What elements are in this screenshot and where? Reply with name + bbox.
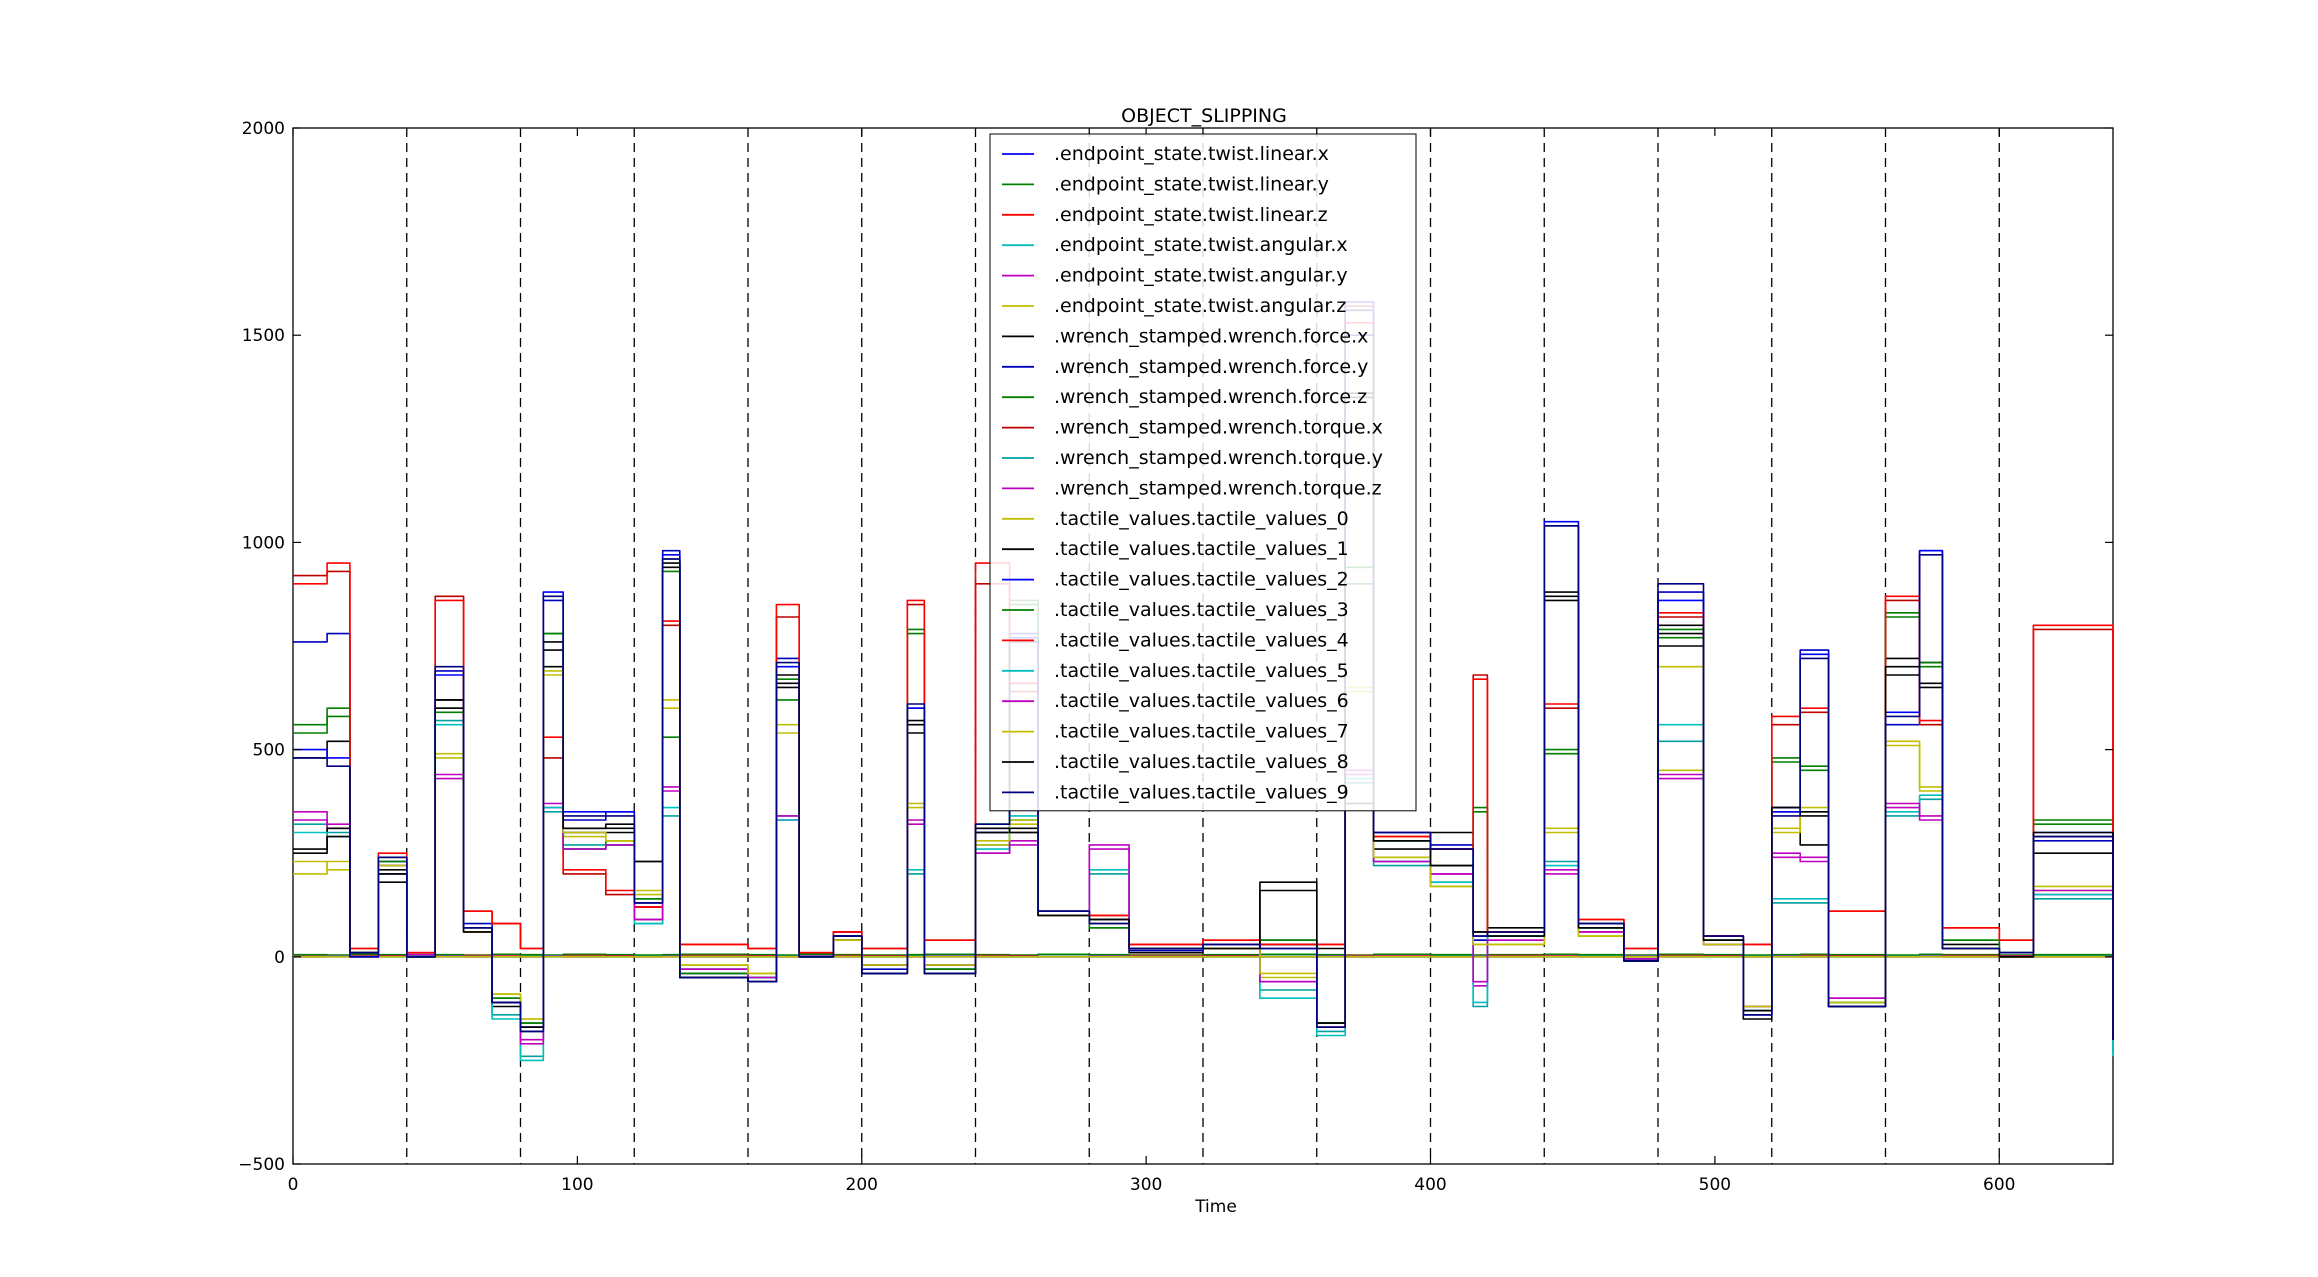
y-axis-ticks: −500 0 500 1000 1500 2000	[238, 119, 2113, 1175]
legend-entry-label: .endpoint_state.twist.linear.z	[1054, 204, 1328, 226]
legend: .endpoint_state.twist.linear.x .endpoint_…	[989, 133, 1417, 812]
legend-entry-label: .tactile_values.tactile_values_2	[1054, 569, 1349, 591]
x-tick-label: 600	[1983, 1175, 2015, 1195]
legend-entry-label: .tactile_values.tactile_values_3	[1054, 599, 1349, 621]
x-axis-ticks: 0 100 200 300 400 500 600	[288, 128, 2015, 1195]
legend-entry-label: .wrench_stamped.wrench.torque.y	[1054, 447, 1383, 469]
legend-entry-label: .endpoint_state.twist.angular.y	[1054, 265, 1348, 287]
legend-entry-label: .tactile_values.tactile_values_7	[1054, 721, 1349, 743]
legend-entry-label: .endpoint_state.twist.angular.z	[1054, 295, 1346, 317]
x-tick-label: 500	[1699, 1175, 1731, 1195]
legend-entry-label: .wrench_stamped.wrench.force.y	[1054, 356, 1368, 378]
legend-entry-label: .wrench_stamped.wrench.torque.x	[1054, 417, 1383, 439]
x-axis-label: Time	[1194, 1197, 1237, 1217]
legend-entry-label: .endpoint_state.twist.angular.x	[1054, 234, 1348, 256]
y-tick-label: 500	[253, 741, 285, 761]
legend-entry-label: .wrench_stamped.wrench.force.z	[1054, 386, 1367, 408]
y-tick-label: 1500	[242, 326, 285, 346]
legend-entry-label: .wrench_stamped.wrench.torque.z	[1054, 477, 1382, 499]
y-tick-label: −500	[238, 1155, 285, 1175]
y-tick-label: 2000	[242, 119, 285, 139]
x-tick-label: 200	[846, 1175, 878, 1195]
y-tick-label: 0	[274, 948, 285, 968]
series-line-21	[293, 309, 2114, 1040]
legend-entry-label: .tactile_values.tactile_values_0	[1054, 508, 1349, 530]
legend-entry-label: .endpoint_state.twist.linear.y	[1054, 173, 1329, 195]
legend-entry-label: .tactile_values.tactile_values_6	[1054, 690, 1349, 712]
legend-entry-label: .tactile_values.tactile_values_9	[1054, 781, 1349, 803]
x-tick-label: 400	[1414, 1175, 1446, 1195]
legend-entry-label: .tactile_values.tactile_values_4	[1054, 629, 1349, 651]
series-lines	[293, 301, 2114, 1062]
legend-entry-label: .wrench_stamped.wrench.force.x	[1054, 325, 1368, 347]
y-tick-label: 1000	[242, 533, 285, 553]
x-tick-label: 0	[288, 1175, 299, 1195]
legend-entry-label: .tactile_values.tactile_values_5	[1054, 660, 1349, 682]
x-tick-label: 100	[561, 1175, 593, 1195]
legend-entry-label: .tactile_values.tactile_values_8	[1054, 751, 1349, 773]
legend-entry-label: .tactile_values.tactile_values_1	[1054, 538, 1349, 560]
x-tick-label: 300	[1130, 1175, 1162, 1195]
legend-box	[989, 133, 1417, 812]
legend-entry-label: .endpoint_state.twist.linear.x	[1054, 143, 1329, 165]
chart-title: OBJECT_SLIPPING	[1121, 105, 1287, 127]
